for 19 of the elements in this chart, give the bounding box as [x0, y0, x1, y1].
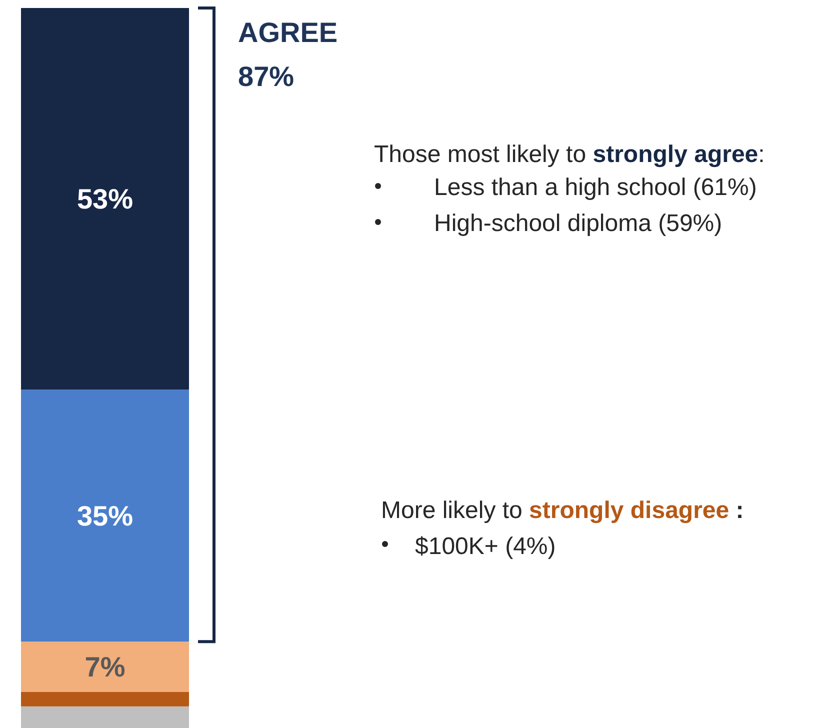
- text: Less than a high school (61%): [434, 174, 757, 201]
- data-label: 53%: [76, 184, 134, 215]
- text: :: [729, 497, 744, 524]
- bar: [21, 706, 189, 728]
- bar: [21, 390, 189, 642]
- text: 87%: [238, 61, 294, 92]
- data-label: 7%: [84, 652, 126, 683]
- bar: [21, 8, 189, 390]
- text: strongly disagree: [529, 497, 730, 524]
- bar: [21, 692, 189, 706]
- data-label: 35%: [76, 500, 134, 532]
- text: strongly agree: [592, 141, 758, 168]
- text: :: [758, 141, 765, 168]
- text: High-school diploma (59%): [434, 210, 722, 237]
- text: More likely to: [381, 497, 530, 524]
- text: Those most likely to: [374, 141, 593, 168]
- bar: [21, 642, 189, 692]
- text: AGREE: [238, 17, 338, 48]
- text: $100K+ (4%): [415, 533, 556, 560]
